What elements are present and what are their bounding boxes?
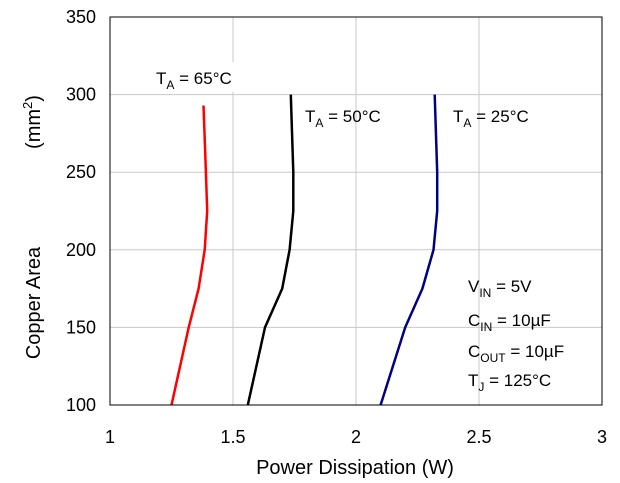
ticks: 1 1.5 2 2.5 3 100 150 200 250 300 350	[66, 7, 607, 447]
x-tick-label: 1.5	[220, 427, 245, 447]
annotation-cin: CIN = 10µF	[468, 311, 551, 334]
x-tick-label: 2	[351, 427, 361, 447]
series-line-0	[170, 105, 209, 406]
y-axis-title: Copper Area	[23, 246, 45, 359]
x-tick-label: 2.5	[466, 427, 491, 447]
y-tick-label: 250	[66, 162, 96, 182]
x-axis-title: Power Dissipation (W)	[256, 457, 454, 479]
y-tick-label: 200	[66, 240, 96, 260]
series-label-65: TA = 65°C	[156, 69, 232, 92]
x-tick-label: 3	[597, 427, 607, 447]
series-label-50: TA = 50°C	[305, 107, 381, 130]
annotation-cout: COUT = 10µF	[468, 342, 564, 365]
x-tick-label: 1	[105, 427, 115, 447]
grid	[110, 17, 602, 405]
series-line-2	[379, 94, 439, 406]
series-layer	[170, 94, 439, 406]
series-line-1	[246, 94, 295, 406]
y-axis-unit: (mm2)	[20, 95, 45, 149]
y-tick-label: 100	[66, 395, 96, 415]
annotation-vin: VIN = 5V	[468, 277, 532, 300]
annotation-tj: TJ = 125°C	[468, 371, 551, 394]
plot-frame	[109, 16, 603, 406]
y-tick-label: 150	[66, 317, 96, 337]
series-label-25: TA = 25°C	[453, 107, 529, 130]
y-tick-label: 350	[66, 7, 96, 27]
series-label-bg-65	[154, 62, 244, 92]
y-tick-label: 300	[66, 85, 96, 105]
